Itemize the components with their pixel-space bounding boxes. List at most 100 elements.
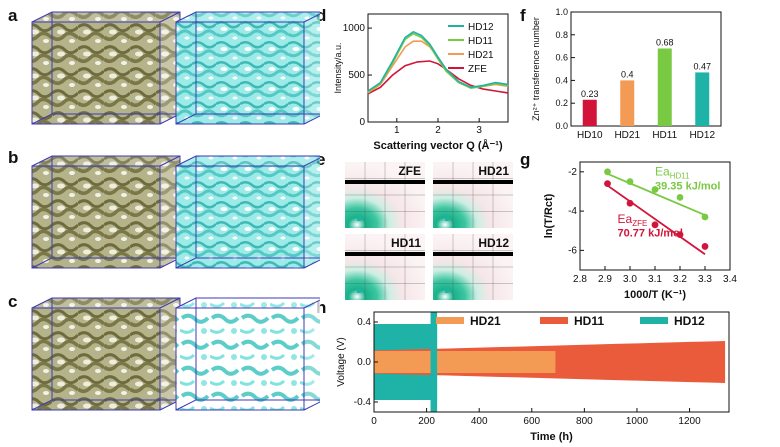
cube-edge	[175, 165, 305, 269]
g-ea-label-hd11: EaHD11	[655, 165, 690, 181]
d-legend-label-hd12: HD12	[468, 22, 494, 33]
panel-label-h: h	[316, 298, 327, 317]
h-ytick-label: 0.4	[357, 317, 371, 328]
g-ea-label-zfe: EaZFE	[618, 212, 648, 228]
cube-top-face	[32, 156, 180, 166]
cube-edge	[31, 307, 161, 411]
cube-top-face	[176, 298, 320, 308]
f-xtick-label-hd21: HD21	[614, 130, 640, 141]
f-xtick-label-hd10: HD10	[577, 130, 603, 141]
h-legend-swatch-hd11	[540, 317, 568, 324]
h-xtick-label: 800	[576, 416, 593, 427]
chart-g-arrhenius: 2.8 2.9 3.0 3.1 3.2 3.3 3.4 -2 -4 -6 1000/T (K⁻¹) l…	[543, 161, 737, 301]
e-pattern-hd21: HD21	[433, 162, 513, 228]
f-bar-value-hd21: 0.4	[621, 69, 634, 79]
cube-edge	[303, 157, 320, 167]
e-beamstop-bar	[433, 180, 513, 184]
h-ylabel: Voltage (V)	[336, 337, 347, 386]
f-xtick-label-hd12: HD12	[689, 130, 715, 141]
g-point-zfe	[701, 243, 709, 250]
h-legend-label-hd12: HD12	[674, 314, 705, 328]
g-xtick-label: 3.4	[723, 274, 737, 285]
g-ytick-label: -4	[568, 206, 577, 217]
cube-body	[176, 22, 304, 124]
panel-label-b: b	[8, 148, 19, 167]
cube-side-face	[160, 12, 180, 124]
g-fit-line-zfe	[606, 184, 706, 256]
d-legend-label-hd11: HD11	[468, 36, 493, 47]
e-beam-center	[445, 217, 449, 221]
e-beam-center	[445, 289, 449, 293]
e-beamstop-bar	[345, 252, 425, 256]
d-ytick-label: 0	[359, 117, 365, 128]
cube-edge	[303, 299, 320, 309]
chart-f-transference: 0.0 0.2 0.4 0.6 0.8 1.0 Zn²⁺ transference numb…	[531, 7, 722, 141]
h-ytick-label: -0.4	[354, 397, 372, 408]
f-ylabel: Zn²⁺ transference number	[531, 17, 541, 121]
cube-edge	[175, 21, 305, 125]
g-xtick-label: 3.0	[623, 274, 637, 285]
e-beamstop-bar	[345, 180, 425, 184]
h-xtick-label: 200	[418, 416, 435, 427]
d-series-line-hd12	[367, 30, 509, 92]
h-legend-label-hd11: HD11	[574, 314, 604, 328]
g-point-zfe	[651, 221, 659, 229]
h-legend-swatch-hd12	[640, 317, 668, 324]
h-hd12-failure-spike	[430, 312, 438, 412]
cube-edge	[303, 13, 320, 23]
cube-edge	[175, 307, 305, 411]
g-ea-value-hd11: 39.35 kJ/mol	[655, 180, 720, 192]
h-xtick-label: 400	[471, 416, 488, 427]
g-point-hd11	[701, 213, 709, 221]
f-ytick-label: 0.4	[555, 75, 568, 85]
cube-side-face	[304, 300, 320, 410]
g-point-zfe	[676, 231, 684, 239]
cube-edge	[31, 21, 161, 125]
e-beam-center	[357, 217, 361, 221]
f-bar-value-hd11: 0.68	[656, 37, 674, 47]
g-point-zfe	[626, 199, 634, 207]
cube-edge	[159, 155, 181, 167]
h-xlabel: Time (h)	[530, 431, 573, 443]
f-ytick-label: 0.8	[555, 30, 568, 40]
g-xtick-label: 2.8	[573, 274, 587, 285]
panel-label-f: f	[520, 6, 526, 25]
f-ytick-label: 0.2	[555, 98, 568, 108]
g-point-hd11	[626, 178, 634, 186]
cube-body	[176, 166, 304, 268]
g-ylabel: ln(T/Rct)	[543, 193, 555, 238]
h-xtick-label: 1200	[678, 416, 701, 427]
e-pattern-hd11: HD11	[345, 234, 425, 300]
g-xtick-label: 2.9	[598, 274, 612, 285]
g-xtick-label: 3.3	[698, 274, 712, 285]
cube-edge	[31, 165, 161, 269]
d-legend-label-hd21: HD21	[468, 50, 494, 61]
f-bar-hd21	[620, 80, 635, 126]
cube-top-face	[176, 156, 320, 166]
g-xlabel: 1000/T (K⁻¹)	[624, 289, 686, 301]
cube-body	[176, 308, 304, 410]
chart-h-cycling: 0 200 400 600 800 1000 1200 -0.4 0.0 0.4 Time (h) V…	[336, 311, 730, 443]
cube-top-face	[32, 298, 180, 308]
e-beam-center	[357, 289, 361, 293]
h-legend-swatch-hd21	[436, 317, 464, 324]
d-ytick-label: 1000	[343, 23, 366, 34]
h-area-hd21	[374, 351, 556, 373]
panel-label-e: e	[316, 150, 326, 169]
cube-edge	[175, 11, 320, 125]
cube-side-face	[160, 298, 180, 410]
h-xtick-label: 0	[371, 416, 377, 427]
f-ytick-label: 0.0	[555, 121, 568, 131]
g-point-hd11	[651, 186, 659, 193]
g-fit-line-hd11	[607, 172, 706, 216]
h-xtick-label: 600	[523, 416, 540, 427]
panel-label-d: d	[316, 6, 327, 25]
h-xtick-label: 1000	[626, 416, 649, 427]
f-plot-frame	[570, 11, 722, 127]
chart-d-saxs: 1 2 3 0 500 1000 Scattering vector Q (Å⁻¹) Inte…	[333, 13, 509, 152]
d-ytick-label: 500	[348, 70, 365, 81]
d-xtick-label: 1	[394, 125, 400, 136]
cube-side-face	[160, 156, 180, 268]
d-series-line-zfe	[367, 60, 509, 95]
g-xtick-label: 3.2	[673, 274, 687, 285]
